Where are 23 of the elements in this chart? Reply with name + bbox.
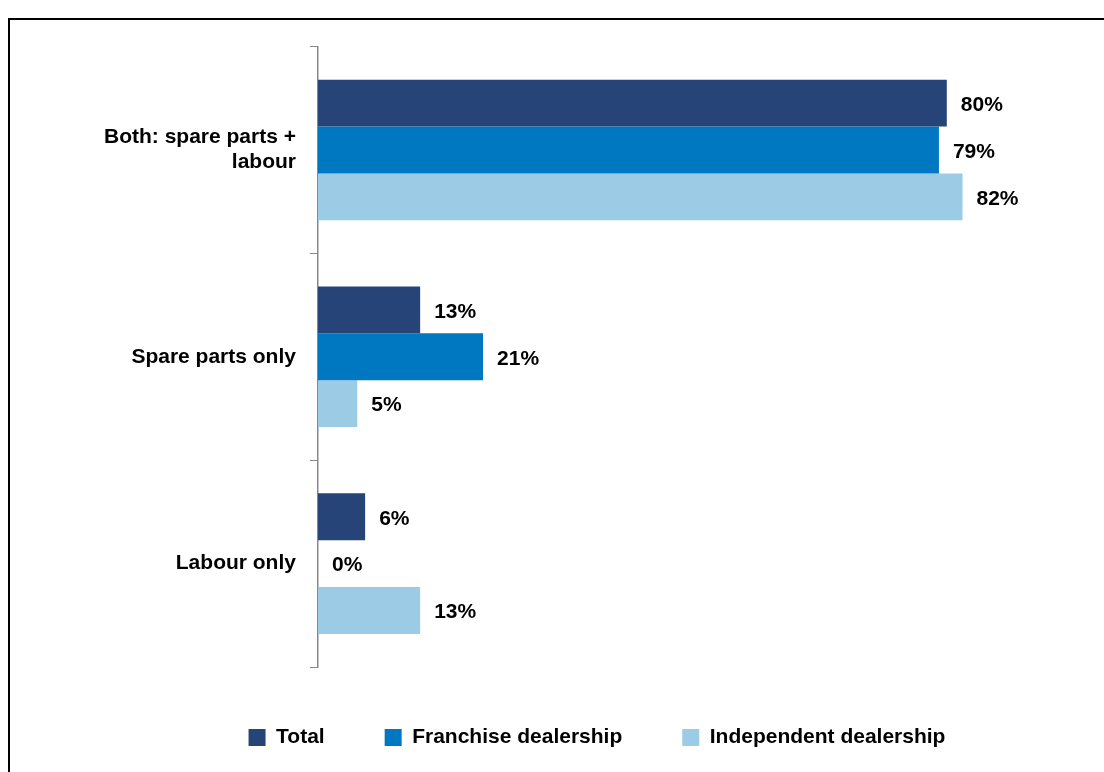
y-tick-label: Both: spare parts + labour — [103, 124, 296, 173]
y-tick-label: Labour only — [175, 550, 297, 574]
legend-label: Independent dealership — [709, 724, 946, 748]
data-label: 79% — [952, 138, 996, 162]
bar — [317, 286, 421, 334]
bar — [317, 493, 366, 541]
data-label: 5% — [371, 392, 402, 416]
data-label: 21% — [497, 345, 540, 369]
data-label: 0% — [331, 552, 363, 576]
bar — [317, 333, 484, 381]
bar — [317, 587, 421, 634]
legend-label: Franchise dealership — [412, 724, 623, 748]
bar — [317, 380, 358, 428]
data-label: 13% — [434, 298, 477, 322]
bar — [317, 79, 947, 127]
data-label: 6% — [379, 505, 410, 529]
legend-label: Total — [276, 724, 325, 748]
data-label: 13% — [434, 599, 477, 623]
data-label: 80% — [960, 91, 1004, 115]
data-label: 82% — [976, 185, 1019, 209]
bar — [317, 126, 939, 174]
y-tick-label: Spare parts only — [131, 343, 297, 367]
bar — [317, 173, 963, 221]
